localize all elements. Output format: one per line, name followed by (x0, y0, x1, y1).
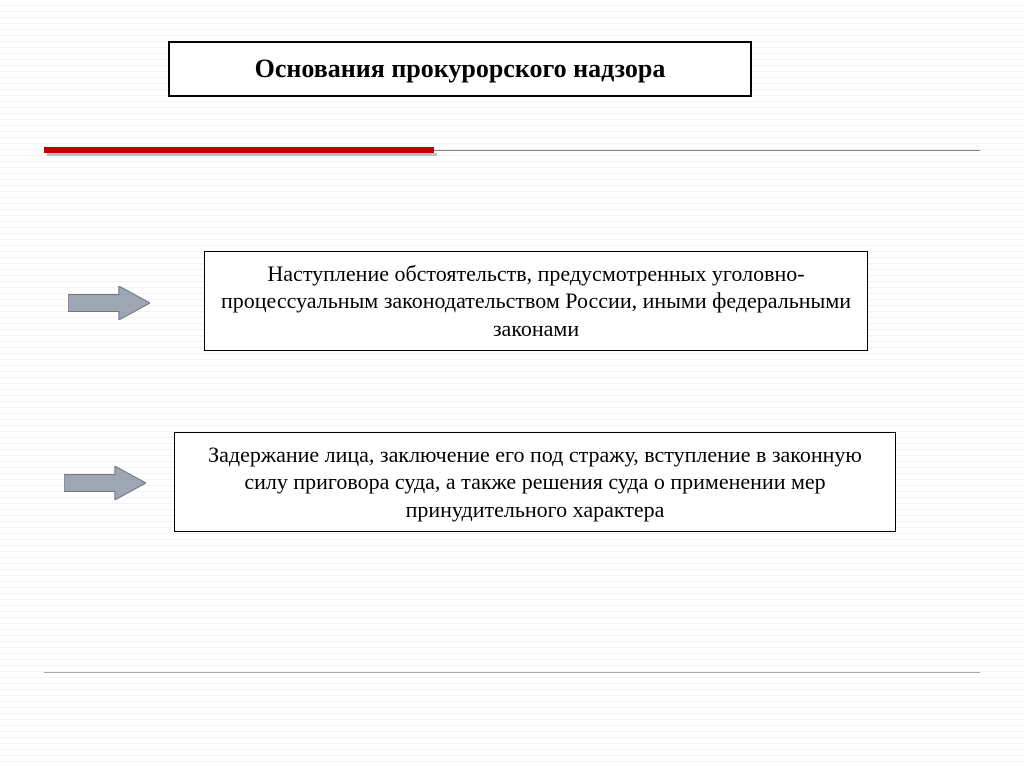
title-text: Основания прокурорского надзора (255, 54, 666, 84)
grounds-item-box: Наступление обстоятельств, предусмотренн… (204, 251, 868, 351)
grounds-item-text: Задержание лица, заключение его под стра… (189, 441, 881, 524)
divider-thin-line (434, 150, 980, 151)
slide-content: Основания прокурорского надзора Наступле… (0, 0, 1024, 767)
grounds-item-box: Задержание лица, заключение его под стра… (174, 432, 896, 532)
grounds-item-text: Наступление обстоятельств, предусмотренн… (219, 260, 853, 343)
bottom-rule (44, 672, 980, 673)
arrow-icon (68, 286, 150, 320)
title-box: Основания прокурорского надзора (168, 41, 752, 97)
divider-shadow (47, 153, 437, 156)
arrow-icon (64, 466, 146, 500)
